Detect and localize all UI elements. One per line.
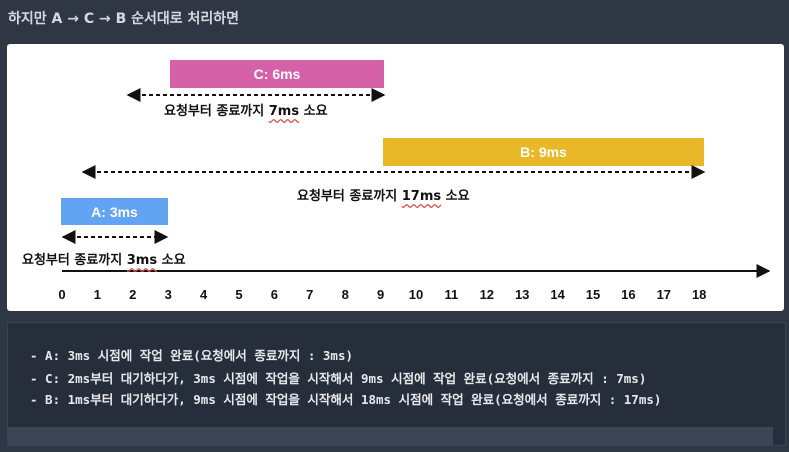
code-block: - A: 3ms 시점에 작업 완료(요청에서 종료까지 : 3ms) - C:… [7, 322, 786, 446]
duration-label-a: 요청부터 종료까지 3ms 소요 [22, 253, 186, 268]
tick-label: 15 [585, 287, 601, 302]
arrows-and-axis [61, 88, 771, 278]
tick-label: 1 [93, 287, 102, 302]
tick-label: 10 [408, 287, 424, 302]
tick-label: 6 [270, 287, 279, 302]
task-bar-b: B: 9ms [383, 138, 704, 166]
tick-label: 8 [341, 287, 349, 302]
tick-label: 2 [129, 287, 137, 302]
tick-label: 3 [164, 287, 172, 302]
tick-label: 16 [621, 287, 636, 302]
code-line-c: - C: 2ms부터 대기하다가, 3ms 시점에 작업을 시작해서 9ms 시… [30, 371, 647, 386]
tick-label: 13 [514, 287, 530, 302]
tick-label: 0 [58, 287, 66, 302]
tick-label: 14 [550, 287, 565, 302]
tick-label: 18 [691, 287, 707, 302]
tick-label: 4 [199, 287, 208, 302]
code-line-a: - A: 3ms 시점에 작업 완료(요청에서 종료까지 : 3ms) [30, 348, 354, 363]
timeline-diagram: C: 6ms B: 9ms A: 3ms 요청부터 종료까지 7ms 소요 요청… [7, 44, 784, 311]
tick-label: 12 [479, 287, 495, 302]
task-bar-b-label: B: 9ms [520, 144, 567, 160]
duration-label-c: 요청부터 종료까지 7ms 소요 [164, 104, 328, 119]
code-block-scrollbar[interactable] [8, 427, 773, 445]
tick-label: 5 [235, 287, 243, 302]
tick-label: 9 [376, 287, 385, 302]
page-heading: 하지만 A → C → B 순서대로 처리하면 [8, 11, 240, 27]
code-line-b: - B: 1ms부터 대기하다가, 9ms 시점에 작업을 시작해서 18ms … [30, 392, 662, 407]
tick-label: 17 [656, 287, 672, 302]
tick-label: 7 [306, 287, 314, 302]
duration-label-b: 요청부터 종료까지 17ms 소요 [297, 189, 470, 204]
task-bar-a: A: 3ms [61, 198, 168, 225]
task-bar-a-label: A: 3ms [91, 203, 138, 220]
tick-label: 11 [444, 287, 459, 302]
task-bar-c: C: 6ms [170, 60, 384, 88]
task-bar-c-label: C: 6ms [253, 66, 301, 82]
